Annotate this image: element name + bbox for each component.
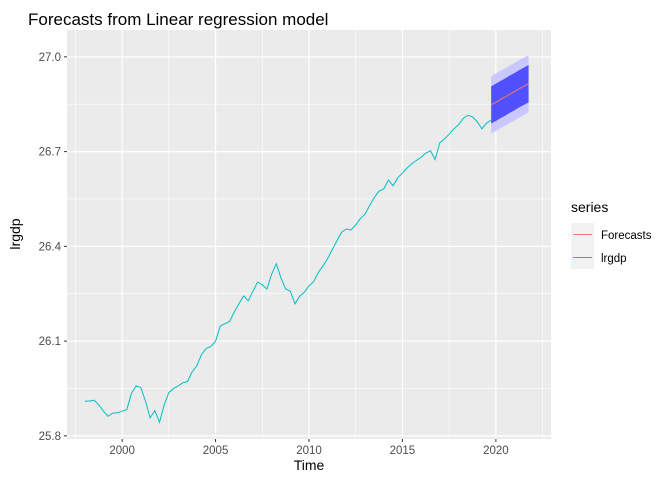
x-tick-label: 2000 <box>109 445 135 457</box>
grid-lines <box>67 30 551 439</box>
series-line-lrgdp <box>84 114 492 424</box>
x-tick-label: 2020 <box>483 445 509 457</box>
x-tick-label: 2005 <box>203 445 229 457</box>
legend: series Forecasts lrgdp <box>571 199 652 269</box>
x-tick-label: 2015 <box>390 445 416 457</box>
legend-title: series <box>571 199 608 215</box>
y-tick-label: 26.1 <box>39 336 61 348</box>
x-axis-title: Time <box>294 457 325 473</box>
legend-label-forecasts: Forecasts <box>601 230 652 242</box>
y-tick-label: 27.0 <box>39 52 61 64</box>
series-lines-layer <box>84 83 529 424</box>
y-axis-title: lrgdp <box>7 218 23 249</box>
legend-label-lrgdp: lrgdp <box>601 253 627 265</box>
y-tick-label: 26.4 <box>39 241 62 253</box>
series-line-forecasts <box>490 83 529 106</box>
axis-ticks: 2000 2005 2010 2015 2020 25.8 26.1 26.4 26.7 27.0 <box>39 52 509 457</box>
x-tick-label: 2010 <box>296 445 322 457</box>
y-tick-label: 26.7 <box>39 147 61 159</box>
y-tick-label: 25.8 <box>39 431 61 443</box>
chart-title: Forecasts from Linear regression model <box>28 10 328 29</box>
